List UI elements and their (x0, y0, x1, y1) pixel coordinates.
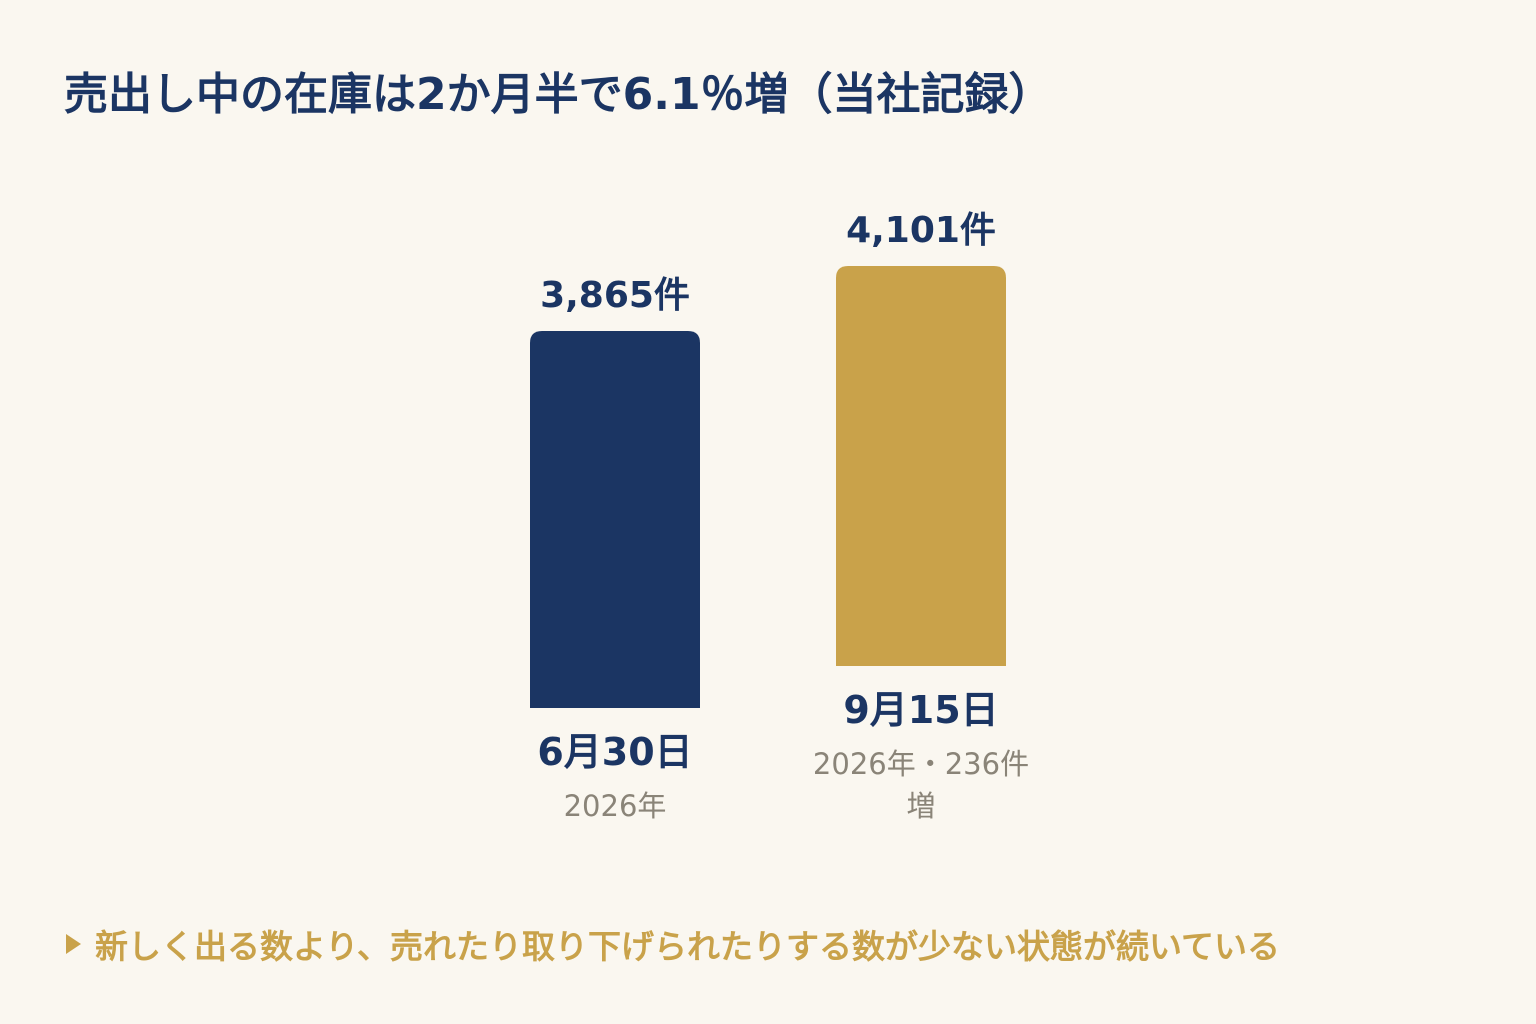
category-label-2: 9月15日 (843, 688, 998, 732)
sub-label-1-1: 2026年 (564, 789, 667, 823)
value-label-1: 3,865件 (540, 275, 690, 316)
sub-label-2-2: 増 (906, 789, 935, 823)
value-label-2: 4,101件 (846, 210, 996, 251)
sub-label-2-1: 2026年・236件 (813, 747, 1029, 781)
category-label-1: 6月30日 (537, 730, 692, 774)
bar-2 (836, 266, 1006, 666)
triangle-bullet-icon (66, 934, 81, 954)
footnote-text: 新しく出る数より、売れたり取り下げられたりする数が少ない状態が続いている (95, 927, 1281, 966)
footnote: 新しく出る数より、売れたり取り下げられたりする数が少ない状態が続いている (66, 920, 1280, 968)
bar-1 (530, 331, 700, 708)
chart-title: 売出し中の在庫は2か月半で6.1％増（当社記録） (64, 69, 1053, 120)
